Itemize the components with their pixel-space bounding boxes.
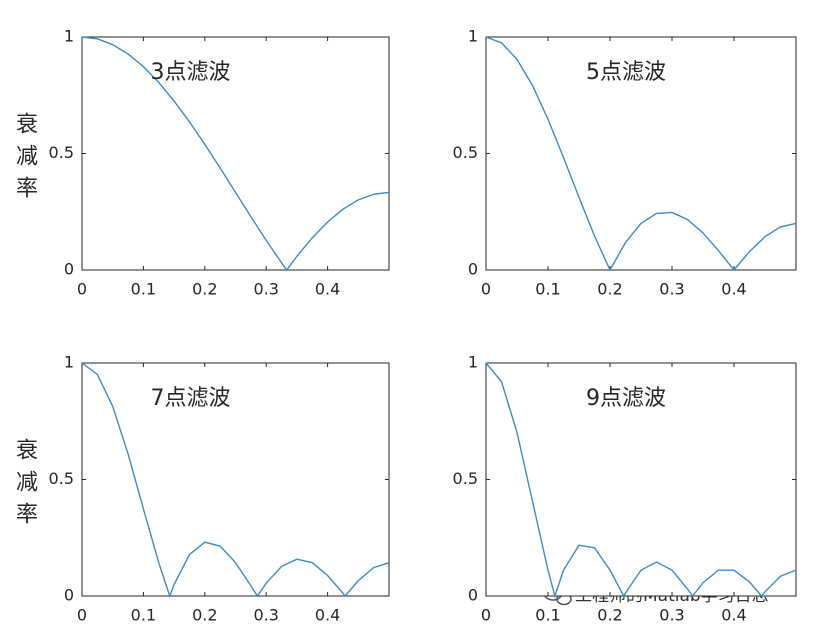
x-tick-label: 0.2 (597, 606, 622, 625)
x-tick-label: 0.4 (315, 606, 340, 625)
x-tick-label: 0.3 (659, 280, 684, 299)
y-tick-label: 0.5 (453, 469, 478, 488)
plot-title: 7点滤波 (151, 386, 231, 411)
x-tick-label: 0.4 (315, 280, 340, 299)
x-tick-label: 0 (77, 280, 87, 299)
axes-box (81, 362, 390, 597)
curve (485, 36, 797, 272)
plot-title: 9点滤波 (586, 386, 666, 411)
x-tick-label: 0.2 (597, 280, 622, 299)
plot-title: 5点滤波 (586, 60, 666, 85)
y-tick-label: 1 (64, 353, 74, 372)
x-tick-label: 0.1 (535, 280, 560, 299)
y-tick-label: 1 (468, 27, 478, 46)
x-tick-label: 0.2 (192, 280, 217, 299)
plot-title: 3点滤波 (151, 60, 231, 85)
y-axis-label: 衰减率 (12, 112, 38, 208)
x-tick-label: 0.1 (131, 280, 156, 299)
subplot: 0 0.5 1 0 0.1 0.2 0.3 0.4 9点滤波 (453, 353, 797, 625)
x-tick-label: 0.1 (131, 606, 156, 625)
subplot: 0 0.5 1 0 0.1 0.2 0.3 0.4 5点滤波 (453, 27, 797, 299)
y-tick-label: 0.5 (49, 469, 74, 488)
x-tick-label: 0.3 (659, 606, 684, 625)
axes-box (81, 36, 390, 271)
x-tick-label: 0 (77, 606, 87, 625)
x-tick-label: 0 (481, 280, 491, 299)
y-tick-label: 0.5 (453, 143, 478, 162)
x-tick-label: 0.4 (721, 280, 746, 299)
y-tick-label: 0 (64, 586, 74, 605)
y-tick-label: 0.5 (49, 143, 74, 162)
curve (81, 362, 390, 599)
axes-box (485, 362, 797, 597)
y-tick-label: 0 (468, 260, 478, 279)
x-tick-label: 0.3 (253, 280, 278, 299)
y-tick-label: 0 (64, 260, 74, 279)
x-tick-label: 0.3 (253, 606, 278, 625)
y-tick-label: 1 (64, 27, 74, 46)
curve (81, 36, 390, 272)
y-axis-label: 衰减率 (12, 438, 38, 534)
x-tick-label: 0.4 (721, 606, 746, 625)
x-tick-label: 0.2 (192, 606, 217, 625)
y-tick-label: 1 (468, 353, 478, 372)
curve (485, 362, 797, 599)
y-tick-label: 0 (468, 586, 478, 605)
x-tick-label: 0.1 (535, 606, 560, 625)
x-tick-label: 0 (481, 606, 491, 625)
